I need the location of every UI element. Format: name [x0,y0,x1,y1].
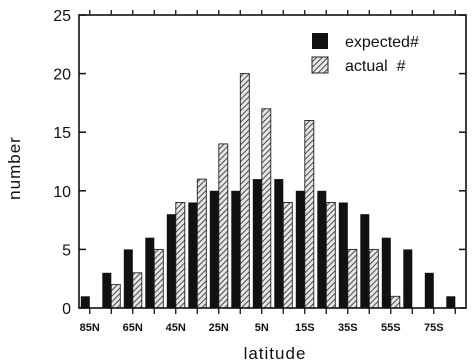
y-tick-label-15: 15 [53,125,71,142]
bar-actual-65N [132,272,143,309]
legend-label-expected: expected# [345,34,419,51]
bar-actual-15S [304,120,315,309]
y-tick-label-25: 25 [53,8,71,25]
x-tick-label-85N: 85N [80,322,100,334]
bar-expected-55S [381,237,391,308]
bar-expected-75S [424,272,434,308]
x-tick-label-65N: 65N [123,322,143,334]
bar-expected-85N [80,296,90,308]
bar-expected-45N [166,214,176,308]
bar-expected-15S [295,190,305,308]
x-tick-label-35S: 35S [338,322,358,334]
bar-expected-5N [252,179,262,308]
axes: 0 5 10 15 20 25 85N 65N 45N 25N 5N 15S 35S 55S 75S [53,8,466,334]
bar-expected-75N [102,272,112,308]
plot-frame [78,14,467,309]
bar-expected-25N [209,190,219,308]
bar-actual-35N [196,178,207,309]
bar-expected-35S [338,202,348,308]
legend-swatch-actual [311,56,329,74]
bar-actual-55N [153,248,164,309]
x-tick-label-15S: 15S [295,322,315,334]
x-tick-label-5N: 5N [255,322,269,334]
bar-expected-55N [145,237,155,308]
plot-area [80,73,456,309]
bar-actual-45N [175,202,186,309]
legend-label-actual: actual # [345,58,406,75]
y-tick-label-0: 0 [62,301,71,318]
x-tick-label-45N: 45N [166,322,186,334]
x-axis-title: latitude [244,344,307,363]
legend: expected# actual # [311,33,419,75]
y-tick-label-5: 5 [62,242,71,259]
x-tick-label-25N: 25N [209,322,229,334]
bar-actual-35S [347,248,358,309]
bar-actual-25S [325,202,336,309]
bar-actual-75N [110,284,121,309]
bar-expected-35N [188,202,198,308]
x-tick-label-55S: 55S [381,322,401,334]
legend-swatch-expected [312,33,328,49]
x-tick-label-75S: 75S [424,322,444,334]
bar-expected-45S [360,214,370,308]
y-tick-label-10: 10 [53,184,71,201]
bar-expected-65S [403,249,413,308]
bar-actual-15N [239,73,250,309]
bar-expected-85S [446,296,456,308]
bar-actual-45S [368,248,379,309]
bar-expected-25S [317,190,327,308]
bar-actual-25N [218,143,229,309]
bar-expected-5S [274,179,284,308]
bar-expected-65N [123,249,133,308]
bar-expected-15N [231,190,241,308]
y-tick-label-20: 20 [53,67,71,84]
bar-actual-5N [261,108,272,309]
y-axis-title: number [5,136,24,200]
bar-actual-55S [390,295,401,309]
bar-actual-5S [282,202,293,309]
